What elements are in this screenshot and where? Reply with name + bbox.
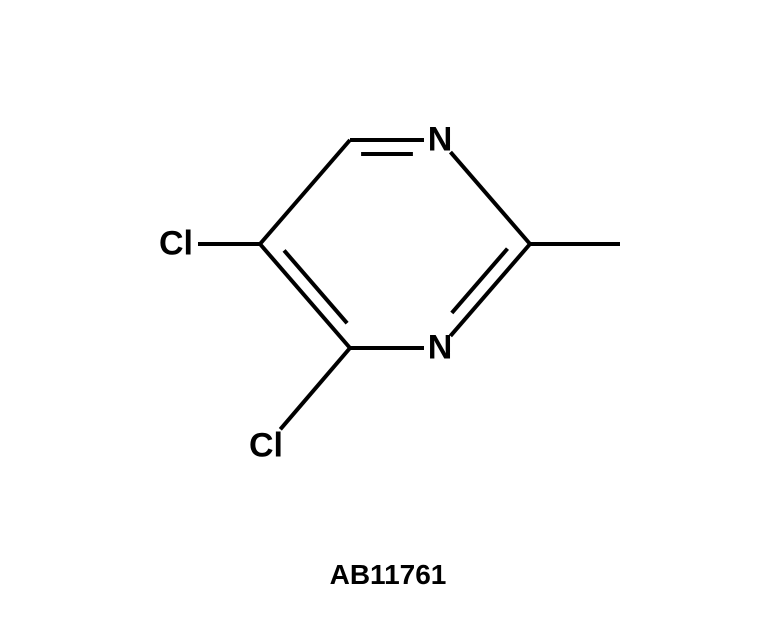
figure-canvas: N N Cl Cl AB11761 [0,0,777,631]
atom-label-n3: N [428,329,453,368]
atom-label-n1: N [428,121,453,160]
compound-id-caption: AB11761 [330,559,447,591]
molecule-svg [0,0,777,631]
atom-label-cl4: Cl [249,427,283,466]
atom-label-cl5: Cl [159,225,193,264]
